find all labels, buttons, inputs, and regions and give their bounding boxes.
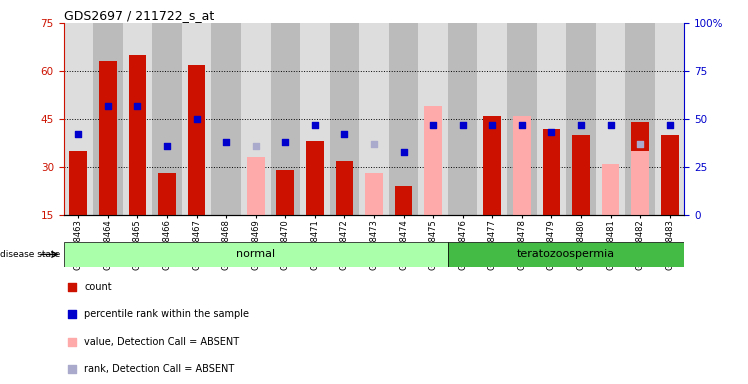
Bar — [99, 61, 117, 215]
Bar — [625, 23, 654, 215]
Bar — [572, 135, 590, 215]
Point — [66, 284, 78, 290]
Bar — [654, 23, 684, 215]
Point — [220, 139, 232, 145]
Text: percentile rank within the sample: percentile rank within the sample — [84, 310, 249, 319]
Bar — [513, 116, 530, 215]
Point — [427, 122, 439, 128]
Bar — [365, 174, 383, 215]
Bar — [182, 23, 212, 215]
Bar — [483, 116, 501, 215]
Bar — [507, 23, 536, 215]
Bar — [542, 129, 560, 215]
Text: count: count — [84, 282, 111, 292]
Text: value, Detection Call = ABSENT: value, Detection Call = ABSENT — [84, 337, 239, 347]
Text: disease state: disease state — [0, 250, 61, 259]
Point — [545, 129, 557, 136]
Point — [66, 311, 78, 318]
Bar — [424, 106, 442, 215]
Bar — [70, 151, 88, 215]
Bar — [153, 23, 182, 215]
Text: normal: normal — [236, 249, 275, 260]
Bar — [129, 55, 147, 215]
Bar — [188, 65, 206, 215]
Point — [73, 131, 85, 137]
Point — [191, 116, 203, 122]
Point — [161, 143, 173, 149]
Bar — [271, 23, 300, 215]
Bar — [158, 174, 176, 215]
Point — [398, 149, 410, 155]
Bar — [448, 242, 684, 267]
Point — [132, 103, 144, 109]
Bar — [64, 23, 94, 215]
Point — [634, 141, 646, 147]
Bar — [418, 23, 448, 215]
Bar — [306, 141, 324, 215]
Point — [486, 122, 498, 128]
Point — [516, 122, 528, 128]
Point — [66, 366, 78, 372]
Point — [309, 122, 321, 128]
Bar — [448, 23, 477, 215]
Bar — [241, 23, 271, 215]
Bar — [477, 23, 507, 215]
Bar — [330, 23, 359, 215]
Bar — [601, 164, 619, 215]
Bar — [123, 23, 153, 215]
Point — [102, 103, 114, 109]
Text: GDS2697 / 211722_s_at: GDS2697 / 211722_s_at — [64, 9, 214, 22]
Point — [368, 141, 380, 147]
Point — [250, 143, 262, 149]
Bar — [566, 23, 595, 215]
Point — [457, 122, 469, 128]
Bar — [277, 170, 294, 215]
Text: rank, Detection Call = ABSENT: rank, Detection Call = ABSENT — [84, 364, 234, 374]
Bar — [300, 23, 330, 215]
Bar — [336, 161, 353, 215]
Point — [604, 122, 616, 128]
Bar — [247, 157, 265, 215]
Point — [338, 131, 350, 137]
Bar — [595, 23, 625, 215]
Bar — [212, 23, 241, 215]
Point — [663, 122, 675, 128]
Bar — [64, 242, 448, 267]
Point — [575, 122, 587, 128]
Bar — [660, 135, 678, 215]
Bar — [389, 23, 418, 215]
Bar — [631, 151, 649, 215]
Bar — [359, 23, 389, 215]
Bar — [94, 23, 123, 215]
Bar — [395, 186, 412, 215]
Point — [66, 339, 78, 345]
Point — [279, 139, 291, 145]
Bar — [536, 23, 566, 215]
Bar — [631, 122, 649, 215]
Text: teratozoospermia: teratozoospermia — [517, 249, 615, 260]
